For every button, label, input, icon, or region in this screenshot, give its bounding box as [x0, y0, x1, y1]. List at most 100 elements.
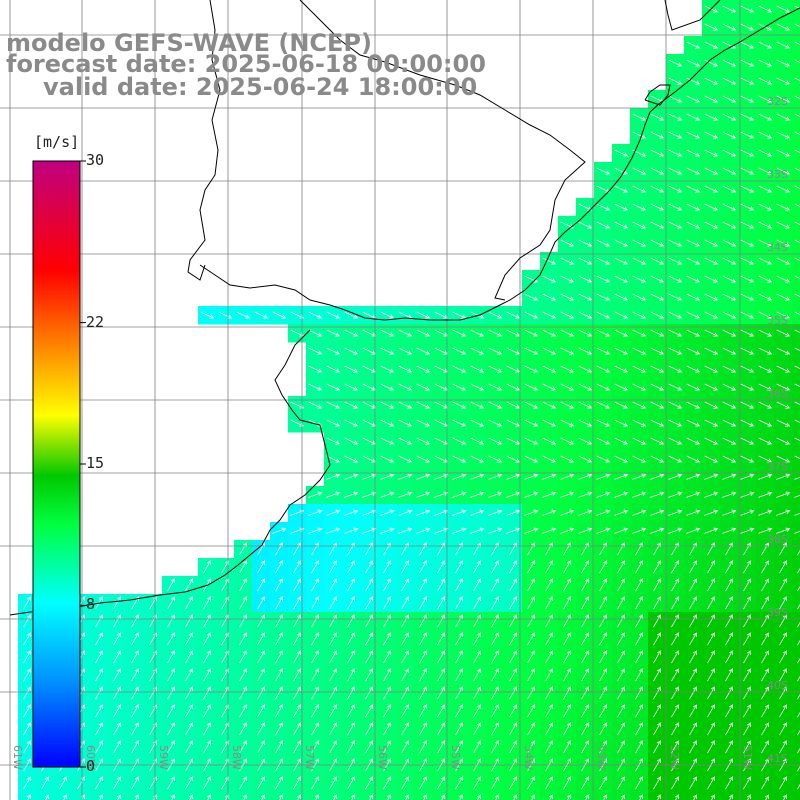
wind-arrow	[203, 596, 211, 610]
wind-arrow	[728, 794, 733, 800]
wind-arrow	[722, 203, 737, 211]
wind-arrow	[689, 776, 697, 790]
wind-arrow	[398, 329, 413, 337]
wind-arrow	[257, 614, 265, 628]
wind-arrow	[689, 722, 697, 736]
lat-label: 36S	[767, 387, 788, 400]
wind-arrow	[725, 578, 733, 592]
wind-arrow	[668, 149, 683, 157]
wind-arrow	[422, 794, 427, 800]
wind-cell	[792, 252, 800, 271]
wind-arrow	[776, 59, 791, 67]
wind-arrow	[632, 257, 647, 265]
wind-arrow	[203, 704, 211, 718]
wind-arrow	[398, 455, 413, 463]
wind-arrow	[686, 203, 701, 211]
wind-arrow	[452, 311, 467, 319]
wind-arrow	[383, 578, 391, 592]
wind-arrow	[653, 704, 661, 718]
wind-arrow	[578, 311, 593, 319]
wind-arrow	[347, 614, 355, 628]
wind-arrow	[509, 668, 517, 682]
wind-arrow	[344, 455, 359, 463]
wind-arrow	[635, 722, 643, 736]
wind-arrow	[329, 704, 337, 718]
wind-arrow	[614, 239, 629, 247]
wind-arrow	[632, 185, 647, 193]
wind-arrow	[476, 794, 481, 800]
wind-arrow	[653, 614, 661, 628]
wind-arrow	[668, 221, 683, 229]
wind-arrow	[563, 704, 571, 718]
wind-arrow	[95, 614, 103, 628]
wind-arrow	[635, 632, 643, 646]
wind-arrow	[599, 686, 607, 700]
wind-arrow	[23, 776, 31, 790]
wind-arrow	[740, 329, 755, 337]
wind-arrow	[650, 113, 665, 121]
wind-arrow	[740, 185, 755, 193]
wind-arrow	[710, 794, 715, 800]
wind-arrow	[329, 650, 337, 664]
wind-arrow	[452, 419, 467, 427]
wind-arrow	[542, 347, 557, 355]
wind-arrow	[491, 614, 499, 628]
wind-arrow	[329, 686, 337, 700]
wind-arrow	[221, 740, 229, 754]
wind-arrow	[797, 765, 800, 772]
wind-arrow	[704, 509, 719, 516]
wind-arrow	[218, 311, 233, 319]
wind-arrow	[488, 311, 503, 319]
wind-arrow	[758, 419, 773, 427]
wind-arrow	[638, 794, 643, 800]
wind-arrow	[470, 347, 485, 355]
wind-arrow	[725, 668, 733, 682]
wind-arrow	[398, 419, 413, 427]
wind-arrow	[776, 401, 791, 409]
wind-arrow	[725, 632, 733, 646]
wind-cell	[666, 792, 685, 800]
wind-arrow	[650, 329, 665, 337]
wind-arrow	[686, 59, 701, 67]
wind-arrow	[722, 509, 737, 516]
coastline-river-border	[299, 0, 586, 301]
wind-arrow	[740, 167, 755, 175]
wind-arrow	[758, 239, 773, 247]
wind-arrow	[632, 383, 647, 391]
wind-cell	[792, 108, 800, 127]
wind-arrow	[722, 113, 737, 121]
wind-arrow	[95, 722, 103, 736]
wind-arrow	[704, 59, 719, 67]
wind-arrow	[344, 311, 359, 319]
wind-arrow	[185, 596, 193, 610]
wind-arrow	[398, 365, 413, 373]
wind-cell	[792, 792, 800, 800]
wind-cell	[792, 54, 800, 73]
wind-arrow	[689, 668, 697, 682]
wind-arrow	[614, 347, 629, 355]
wind-arrow	[416, 491, 431, 498]
wind-arrow	[542, 329, 557, 337]
wind-arrow	[524, 365, 539, 373]
wind-cell	[792, 774, 800, 793]
wind-arrow	[344, 347, 359, 355]
wind-arrow	[686, 365, 701, 373]
wind-arrow	[326, 437, 341, 445]
wind-arrow	[506, 383, 521, 391]
wind-arrow	[542, 257, 557, 265]
wind-arrow	[293, 596, 301, 610]
wind-arrow	[722, 311, 737, 319]
wind-arrow	[650, 455, 665, 463]
wind-arrow	[704, 167, 719, 175]
wind-arrow	[779, 740, 787, 754]
wind-arrow	[401, 650, 409, 664]
wind-arrow	[257, 578, 265, 592]
wind-arrow	[398, 347, 413, 355]
wind-arrow	[344, 509, 359, 516]
wind-arrow	[686, 149, 701, 157]
wind-arrow	[653, 560, 661, 574]
wind-arrow	[221, 596, 229, 610]
wind-arrow	[542, 437, 557, 445]
wind-arrow	[650, 131, 665, 139]
wind-arrow	[473, 560, 481, 574]
